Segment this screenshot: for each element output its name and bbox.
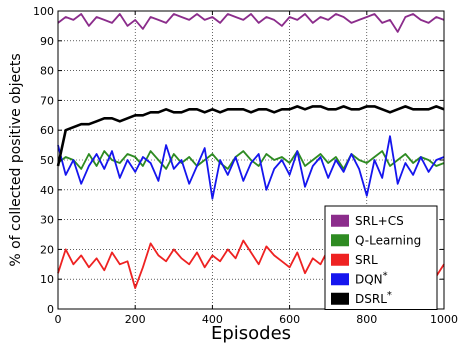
legend-label: SRL [355,253,378,267]
y-tick-label: 10 [40,273,54,286]
legend-swatch [331,273,349,286]
legend-swatch [331,292,349,305]
legend-label: DSRL* [355,290,392,306]
legend: SRL+CS Q-Learning SRL DQN* DSRL* [324,205,438,310]
series-line-srl-cs [57,13,445,33]
y-tick-label: 70 [40,94,54,107]
y-tick-label: 30 [40,214,54,227]
x-tick-label: 0 [55,313,62,326]
y-axis: 0 10 20 30 40 50 60 70 80 90 100 [33,5,444,316]
x-axis: 0 200 400 600 800 1000 [55,11,458,326]
series-line-dsrl [56,105,445,167]
legend-label: Q-Learning [355,233,421,247]
y-tick-label: 40 [40,184,54,197]
y-tick-label: 50 [40,154,54,167]
y-tick-label: 90 [40,35,54,48]
x-tick-label: 1000 [430,313,458,326]
series-line-q-learning [57,150,445,170]
y-tick-label: 20 [40,243,54,256]
y-tick-label: 0 [47,303,54,316]
y-axis-label: % of collected positive objects [8,53,24,266]
series-line-dqn [57,135,445,200]
x-tick-label: 200 [125,313,146,326]
legend-swatch [331,234,349,247]
legend-swatch [331,214,349,227]
legend-label: SRL+CS [355,214,404,228]
x-tick-label: 400 [202,313,223,326]
x-tick-label: 600 [279,313,300,326]
y-tick-label: 60 [40,124,54,137]
x-tick-label: 800 [356,313,377,326]
y-tick-label: 100 [33,5,54,18]
legend-swatch [331,253,349,266]
legend-label: DQN* [355,270,388,286]
y-tick-label: 80 [40,65,54,78]
x-axis-label: Episodes [211,323,291,344]
